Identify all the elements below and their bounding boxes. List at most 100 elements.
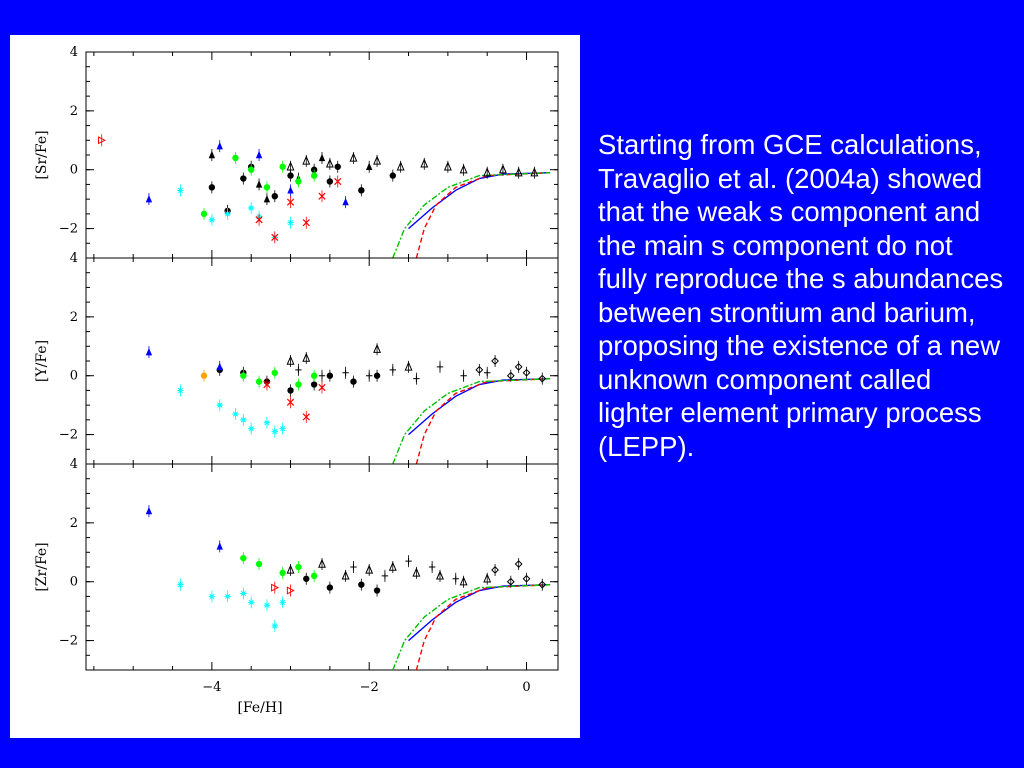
x-axis-label: [Fe/H]	[237, 700, 282, 716]
data-point	[232, 410, 239, 418]
data-point	[514, 167, 523, 177]
model-curve	[392, 378, 551, 465]
data-point	[318, 558, 326, 568]
data-point	[295, 381, 302, 388]
panel-2: 4 2 0 −2 [Y/Fe]	[34, 251, 559, 465]
x-tick-label: 0	[522, 680, 530, 695]
data-point	[248, 166, 255, 173]
data-point	[366, 372, 373, 379]
data-point	[208, 184, 216, 191]
data-point	[522, 368, 531, 377]
data-point	[263, 194, 271, 203]
data-point	[303, 575, 310, 582]
y-tick-label: 4	[70, 457, 78, 472]
data-point	[279, 425, 286, 432]
model-curve	[392, 584, 551, 671]
data-point	[255, 216, 263, 224]
data-point	[350, 563, 357, 571]
data-point	[318, 153, 326, 162]
data-point	[287, 387, 294, 394]
data-point	[295, 366, 302, 374]
data-point	[334, 177, 342, 186]
data-point	[302, 155, 311, 165]
slide-body-text: Starting from GCE calculations, Travagli…	[598, 129, 1004, 462]
data-point	[318, 192, 326, 200]
data-point	[208, 150, 216, 159]
data-point	[475, 365, 484, 374]
data-point	[240, 416, 247, 424]
y-tick-label: 0	[70, 575, 78, 590]
y-tick-label: 4	[70, 251, 78, 266]
data-point	[286, 586, 295, 595]
data-point	[263, 419, 271, 426]
data-point	[350, 378, 357, 385]
y-tick-label: 0	[70, 369, 78, 384]
data-point	[484, 369, 491, 376]
data-point	[498, 164, 507, 174]
data-point	[263, 380, 271, 389]
data-point	[271, 428, 278, 435]
data-point	[287, 219, 294, 226]
data-point	[286, 355, 295, 365]
data-point	[145, 506, 153, 515]
data-point	[428, 563, 436, 571]
data-point	[255, 150, 263, 159]
model-curve	[392, 172, 551, 259]
data-point	[436, 363, 444, 371]
data-point	[302, 219, 310, 227]
data-point	[240, 554, 247, 562]
data-point	[177, 387, 184, 394]
data-point	[326, 584, 334, 591]
data-point	[396, 161, 405, 171]
data-point	[279, 163, 286, 170]
data-point	[522, 574, 531, 583]
data-point	[310, 572, 318, 580]
data-point	[302, 352, 311, 362]
y-axis-label: [Sr/Fe]	[34, 130, 50, 179]
data-point	[443, 161, 452, 171]
data-point	[287, 172, 294, 179]
y-axis-label: [Y/Fe]	[34, 340, 50, 382]
data-point	[248, 599, 255, 606]
data-point	[216, 542, 223, 550]
y-tick-label: −2	[59, 222, 78, 237]
data-point	[216, 141, 223, 150]
data-point	[271, 583, 280, 592]
data-point	[98, 136, 107, 145]
data-point	[263, 184, 271, 191]
data-point	[240, 590, 247, 597]
data-point	[271, 193, 278, 200]
y-tick-label: 2	[70, 516, 78, 531]
data-point	[208, 593, 216, 600]
data-point	[145, 347, 153, 356]
data-point	[216, 362, 223, 371]
y-axis-label: [Zr/Fe]	[34, 542, 50, 591]
x-tick-label: −4	[202, 680, 221, 695]
data-point	[373, 372, 381, 379]
y-tick-label: 0	[70, 163, 78, 178]
data-point	[412, 567, 421, 577]
data-point	[287, 186, 294, 194]
data-point	[145, 194, 153, 203]
y-tick-label: −2	[59, 428, 78, 443]
y-tick-label: 2	[70, 104, 78, 119]
data-point	[373, 155, 382, 165]
panel-frame	[85, 257, 559, 465]
data-point	[373, 343, 382, 353]
data-point	[326, 178, 334, 185]
data-point	[373, 587, 381, 594]
data-point	[388, 561, 397, 571]
data-point	[452, 575, 459, 582]
data-point	[389, 366, 396, 374]
data-point	[366, 162, 373, 170]
data-point	[460, 372, 467, 379]
data-point	[271, 622, 278, 630]
y-tick-label: 4	[70, 45, 78, 60]
data-point	[240, 372, 247, 379]
data-point	[342, 369, 349, 376]
x-tick-label: −2	[360, 680, 379, 695]
model-curve	[415, 378, 551, 465]
data-point	[325, 158, 334, 168]
data-point	[404, 361, 413, 371]
data-point	[365, 564, 374, 574]
